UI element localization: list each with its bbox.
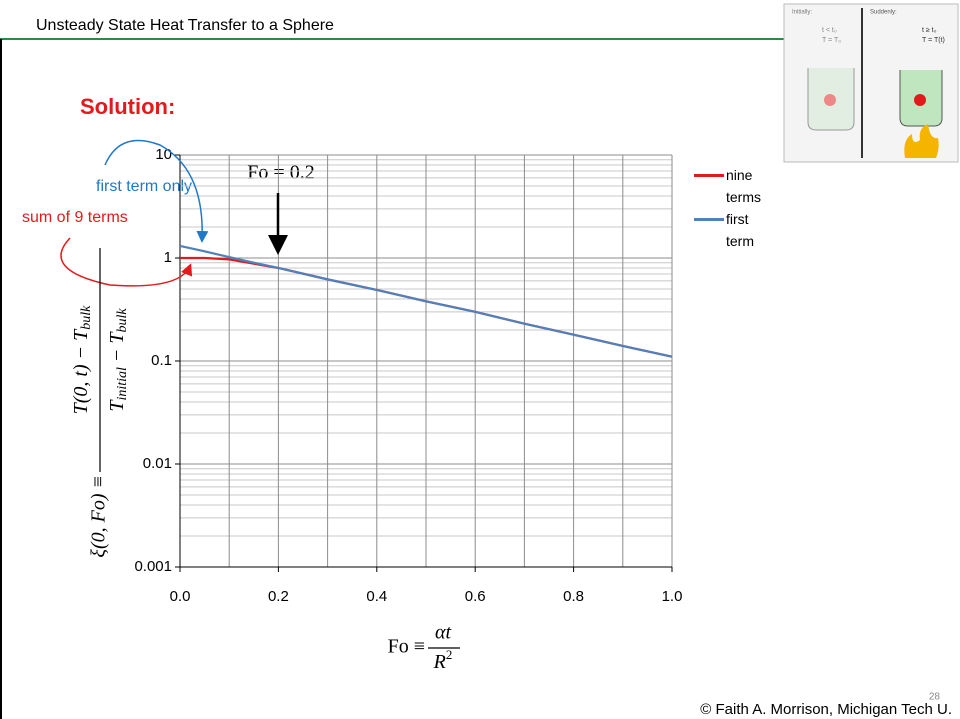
annotation: first term only <box>96 178 192 195</box>
y-tick-label: 0.001 <box>134 558 172 575</box>
y-tick-label: 10 <box>155 146 172 163</box>
x-label-part: αt <box>435 622 451 644</box>
annotation: sum of 9 terms <box>22 209 128 226</box>
y-label-part: T(0, t) − Tbulk <box>70 305 95 415</box>
y-label-part: bulk <box>115 308 130 333</box>
x-axis-label: Fo ≡ αt R2 <box>388 622 460 673</box>
y-tick-label: 0.1 <box>151 352 172 369</box>
y-label-part: initial <box>115 367 130 401</box>
x-tick-label: 0.4 <box>366 588 387 605</box>
legend-label: first term <box>726 208 776 252</box>
x-tick-label: 0.6 <box>465 588 486 605</box>
y-tick-label: 1 <box>164 249 172 266</box>
y-axis-label: ξ(0, Fo) ≡ T(0, t) − Tbulk Tinitial − Tb… <box>70 248 131 558</box>
y-label-part: ξ(0, Fo) ≡ <box>88 475 110 558</box>
x-label-part: R <box>433 651 446 673</box>
inset-image: Initially: t < t₀ T = T₀ Suddenly: t ≥ t… <box>784 4 958 162</box>
inset-text: Initially: <box>792 10 812 16</box>
plot: 0.001 0.01 0.1 1 10 0.0 0.2 0.4 0.6 0.8 1.0 <box>134 146 682 605</box>
y-label-part: − T <box>106 331 128 367</box>
footer: © Faith A. Morrison, Michigan Tech U. <box>700 701 952 718</box>
slide-title: Unsteady State Heat Transfer to a Sphere <box>36 17 334 34</box>
x-tick-label: 0.8 <box>563 588 584 605</box>
inset-text: t < t₀ <box>822 27 837 34</box>
x-label-part: Fo ≡ <box>388 636 425 658</box>
inset-text: T = T(t) <box>922 37 945 44</box>
inset-text: t ≥ t₀ <box>922 27 937 34</box>
x-tick-label: 0.0 <box>170 588 191 605</box>
x-tick-label: 1.0 <box>662 588 683 605</box>
inset-text: T = T₀ <box>822 37 841 44</box>
y-label-part: Tinitial − Tbulk <box>106 308 131 412</box>
y-label-part: bulk <box>79 305 94 330</box>
y-tick-label: 0.01 <box>143 455 172 472</box>
x-label-part: 2 <box>446 647 453 662</box>
slide-canvas: Unsteady State Heat Transfer to a Sphere… <box>0 0 960 719</box>
heading: Solution: <box>80 94 175 119</box>
legend-label: nine terms <box>726 164 776 208</box>
x-tick-label: 0.2 <box>268 588 289 605</box>
legend-swatch <box>694 218 724 221</box>
x-label-part: R2 <box>433 647 453 673</box>
legend-swatch <box>694 174 724 177</box>
slide: {"slide_title": "Unsteady State Heat Tra… <box>0 0 960 719</box>
inset-text: Suddenly: <box>870 10 897 16</box>
y-label-part: T(0, t) − T <box>70 328 92 414</box>
